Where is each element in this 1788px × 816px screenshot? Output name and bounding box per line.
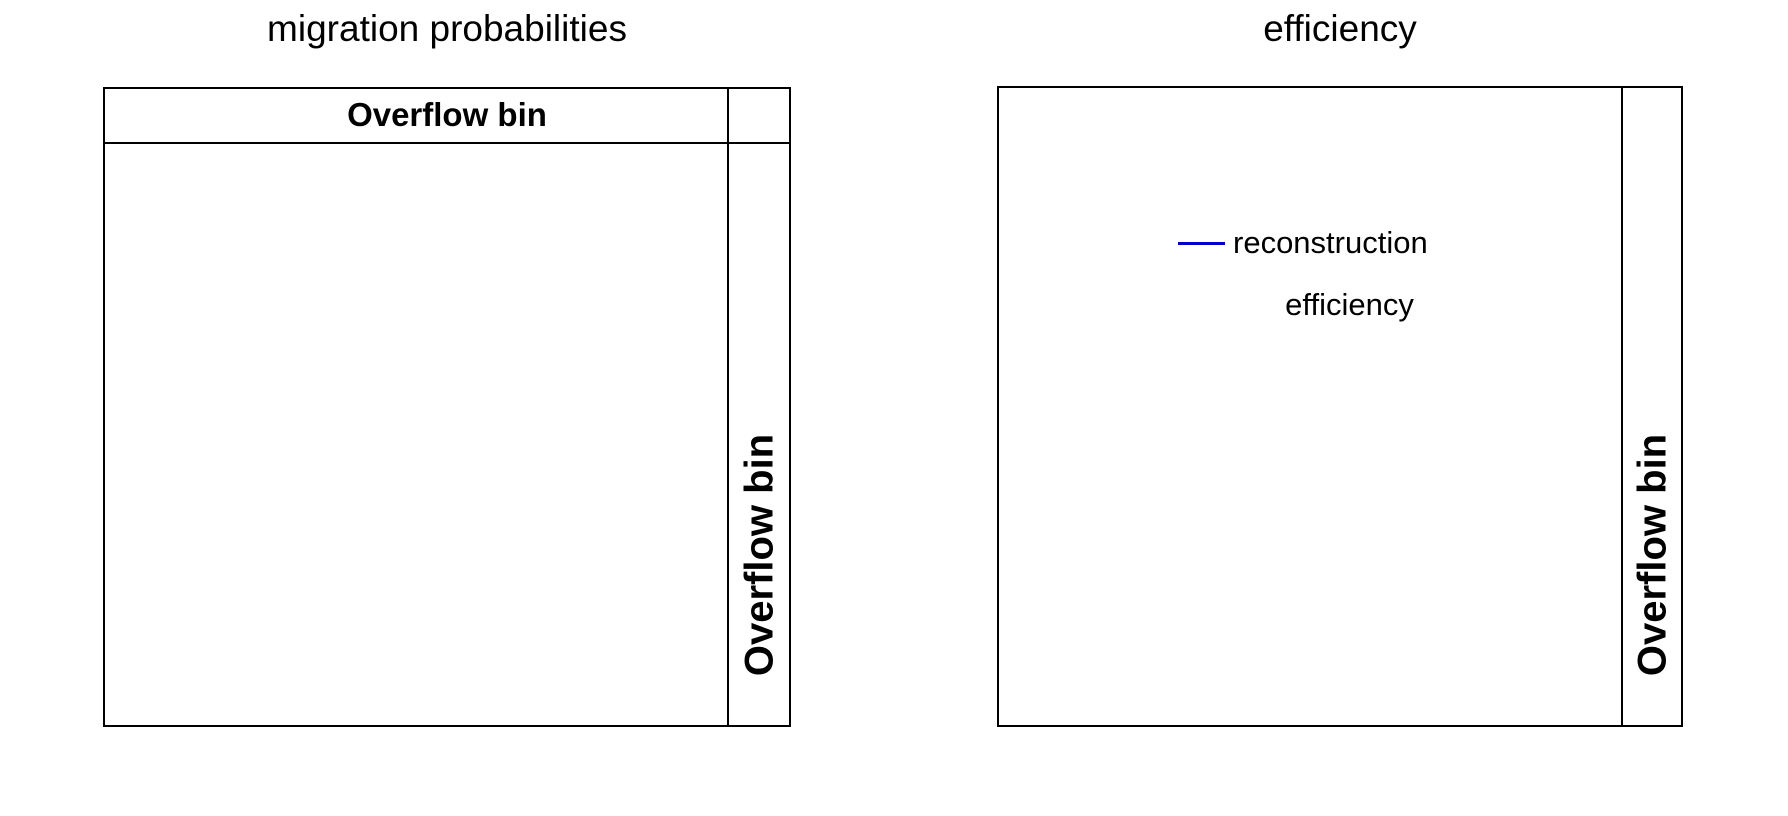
left-overflow-header-band: Overflow bin <box>103 87 791 144</box>
right-overflow-column-divider <box>1621 86 1623 727</box>
left-overflow-header-label: Overflow bin <box>347 95 547 133</box>
right-overflow-column-label: Overflow bin <box>1630 433 1675 677</box>
legend-label-row2: efficiency <box>1233 287 1466 323</box>
left-overflow-column-divider <box>727 87 729 727</box>
legend: reconstruction efficiency <box>1178 224 1468 323</box>
left-overflow-column-label: Overflow bin <box>737 433 782 677</box>
left-plot-frame <box>103 87 791 727</box>
right-plot-title: efficiency <box>1263 8 1417 49</box>
legend-line-marker <box>1178 241 1225 245</box>
legend-label-line1: reconstruction <box>1233 225 1428 260</box>
right-plot-frame <box>997 86 1683 727</box>
legend-label-line2: efficiency <box>1285 287 1414 322</box>
legend-entry: reconstruction <box>1178 224 1468 262</box>
left-plot-title: migration probabilities <box>267 8 627 49</box>
